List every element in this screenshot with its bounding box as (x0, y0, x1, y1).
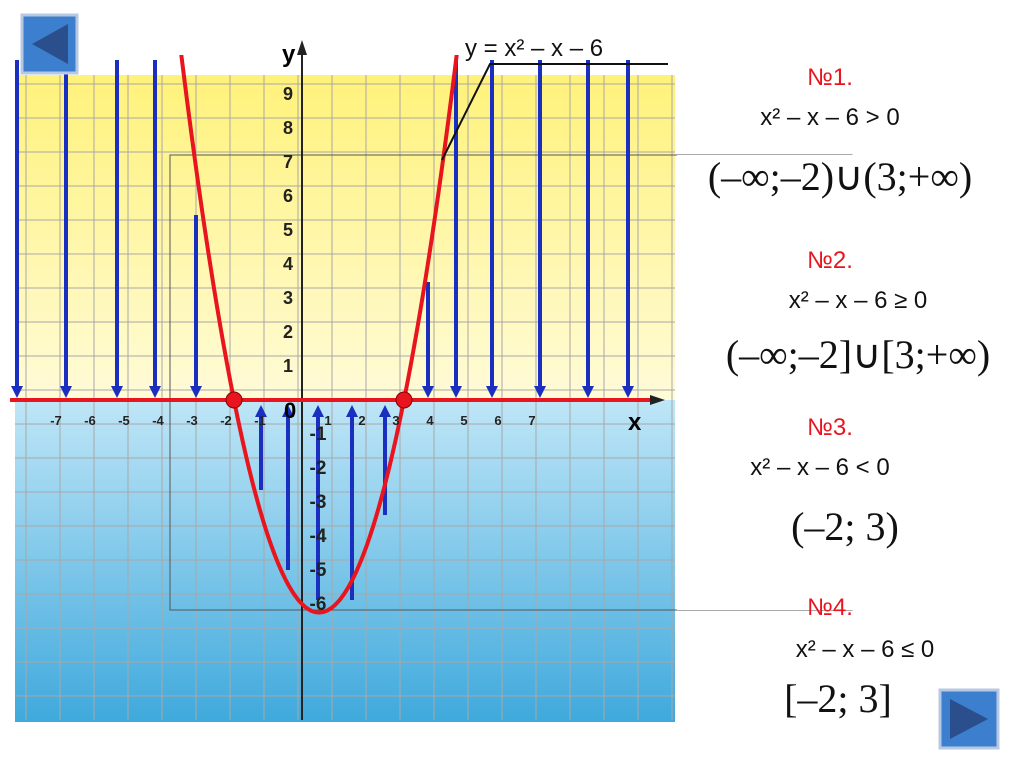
inequality: x² – x – 6 ≥ 0 (789, 287, 928, 314)
inequality: x² – x – 6 > 0 (760, 104, 899, 131)
next-button[interactable] (938, 688, 1000, 750)
arrow-head (534, 386, 546, 398)
x-tick-label: -6 (84, 413, 96, 428)
x-tick-label: 1 (324, 413, 331, 428)
x-tick-label: 6 (494, 413, 501, 428)
answer: (–∞;–2)∪(3;+∞) (708, 154, 972, 199)
y-tick-label: -2 (310, 458, 327, 479)
equation: y = x² – x – 6 (465, 35, 603, 62)
arrow-head (622, 386, 634, 398)
x-tick-label: -2 (220, 413, 232, 428)
arrow-head (255, 405, 267, 417)
arrow-head (582, 386, 594, 398)
y-tick-label: 1 (283, 356, 293, 376)
answer: (–∞;–2]∪[3;+∞) (726, 332, 990, 377)
inequality: x² – x – 6 ≤ 0 (796, 636, 935, 663)
root-point (225, 391, 243, 409)
arrow-head (312, 405, 324, 417)
y-axis-arrow (297, 40, 307, 55)
arrow-head (379, 405, 391, 417)
y-tick-label: -4 (310, 526, 327, 547)
origin-label: 0 (284, 398, 296, 423)
arrow-head (346, 405, 358, 417)
prev-button[interactable] (20, 13, 79, 75)
arrow-head (486, 386, 498, 398)
x-axis-label: x (628, 409, 642, 436)
arrow-head (422, 386, 434, 398)
x-tick-label: -4 (152, 413, 164, 428)
equation-pointer (441, 63, 668, 161)
answer-panel (677, 155, 1024, 610)
x-tick-label: -5 (118, 413, 130, 428)
problem-number: №2. (807, 247, 853, 274)
problems: №1. x² – x – 6 > 0 (–∞;–2)∪(3;+∞) №2. x² – x… (708, 64, 990, 721)
arrows (11, 60, 634, 600)
answer: [–2; 3] (784, 676, 892, 721)
arrow-head (450, 386, 462, 398)
arrow-head (60, 386, 72, 398)
y-tick-label: 9 (283, 84, 293, 104)
y-tick-label: 6 (283, 186, 293, 206)
parabola (179, 55, 459, 615)
y-tick-label: 2 (283, 322, 293, 342)
arrow-head (282, 405, 294, 417)
y-tick-label: 3 (283, 288, 293, 308)
arrow-head (190, 386, 202, 398)
x-axis-arrow (650, 395, 665, 405)
problem-number: №3. (807, 414, 853, 441)
y-tick-label: 8 (283, 118, 293, 138)
arrow-head (111, 386, 123, 398)
x-tick-label: 7 (528, 413, 535, 428)
y-tick-label: 7 (283, 152, 293, 172)
arrow-head (149, 386, 161, 398)
positive-region (15, 75, 675, 400)
x-tick-label: 4 (426, 413, 434, 428)
problem-number: №4. (807, 594, 853, 621)
x-tick-label: -3 (186, 413, 198, 428)
inequality: x² – x – 6 < 0 (750, 454, 889, 481)
y-tick-label: -5 (310, 560, 327, 581)
x-tick-label: -7 (50, 413, 62, 428)
answer: (–2; 3) (791, 504, 899, 549)
y-tick-label: 5 (283, 220, 293, 240)
arrow-head (11, 386, 23, 398)
root-point (395, 391, 413, 409)
x-tick-label: -1 (254, 413, 266, 428)
x-tick-label: 2 (358, 413, 365, 428)
problem-number: №1. (807, 64, 853, 91)
x-tick-label: 3 (392, 413, 399, 428)
y-axis-label: y (282, 41, 296, 68)
y-tick-label: -1 (310, 424, 327, 445)
grid (15, 75, 675, 720)
negative-region (15, 400, 675, 722)
y-tick-label: -3 (310, 492, 327, 513)
x-tick-label: 5 (460, 413, 467, 428)
ticks: -7 -6 -5 -4 -3 -2 -1 1 2 3 4 5 6 7987654321-1-2-3-4-5… (50, 84, 535, 615)
y-tick-label: -6 (310, 594, 327, 615)
y-tick-label: 4 (283, 254, 293, 274)
